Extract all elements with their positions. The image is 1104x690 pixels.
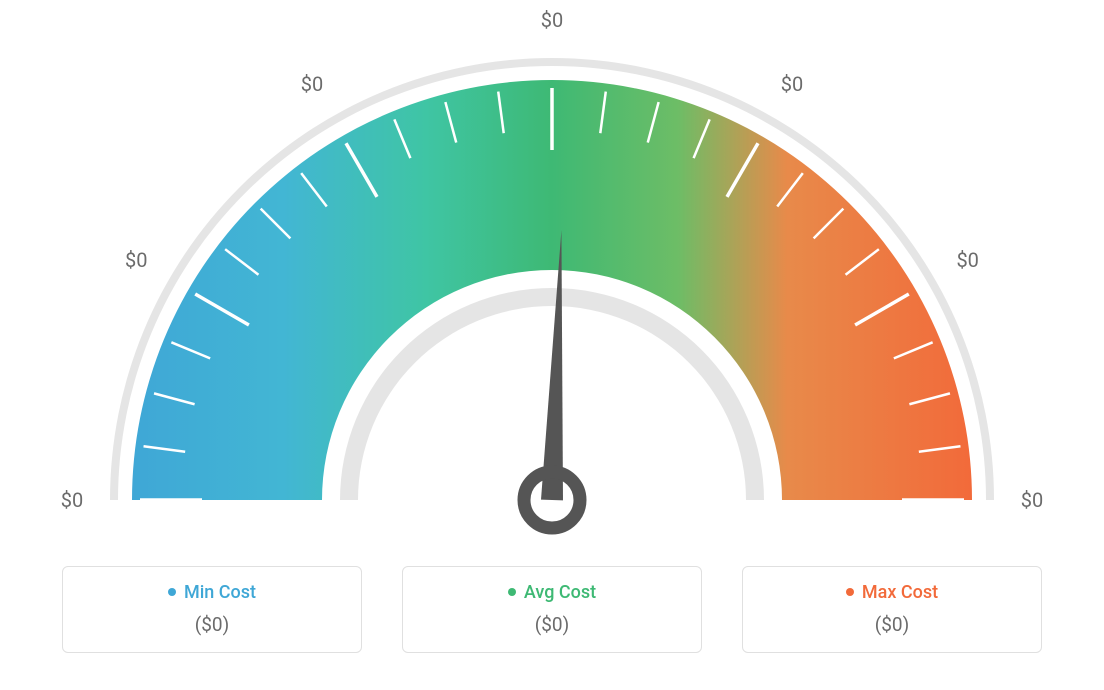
gauge-tick-label: $0 <box>541 8 563 32</box>
gauge-tick-label: $0 <box>301 72 323 96</box>
legend-label-avg: Avg Cost <box>524 582 596 603</box>
legend-label-max: Max Cost <box>862 582 938 603</box>
legend-card-avg: Avg Cost ($0) <box>402 566 702 653</box>
gauge-svg <box>40 20 1064 560</box>
gauge-tick-label: $0 <box>781 72 803 96</box>
legend-value-max: ($0) <box>753 613 1031 636</box>
legend-row: Min Cost ($0) Avg Cost ($0) Max Cost ($0… <box>40 566 1064 653</box>
legend-card-max: Max Cost ($0) <box>742 566 1042 653</box>
legend-value-min: ($0) <box>73 613 351 636</box>
gauge-tick-label: $0 <box>125 248 147 272</box>
legend-dot-max <box>846 588 854 596</box>
legend-title-min: Min Cost <box>168 582 256 603</box>
legend-dot-avg <box>508 588 516 596</box>
gauge-tick-label: $0 <box>61 488 83 512</box>
legend-card-min: Min Cost ($0) <box>62 566 362 653</box>
legend-value-avg: ($0) <box>413 613 691 636</box>
legend-label-min: Min Cost <box>184 582 256 603</box>
gauge-tick-label: $0 <box>1021 488 1043 512</box>
gauge-tick-label: $0 <box>956 248 978 272</box>
legend-title-max: Max Cost <box>846 582 938 603</box>
legend-title-avg: Avg Cost <box>508 582 596 603</box>
gauge-chart-container: $0 $0 $0 $0 $0 $0 $0 Min Cost ($0) Avg Cost ($… <box>0 0 1104 690</box>
legend-dot-min <box>168 588 176 596</box>
gauge-area: $0$0$0$0$0$0$0 <box>40 20 1064 560</box>
